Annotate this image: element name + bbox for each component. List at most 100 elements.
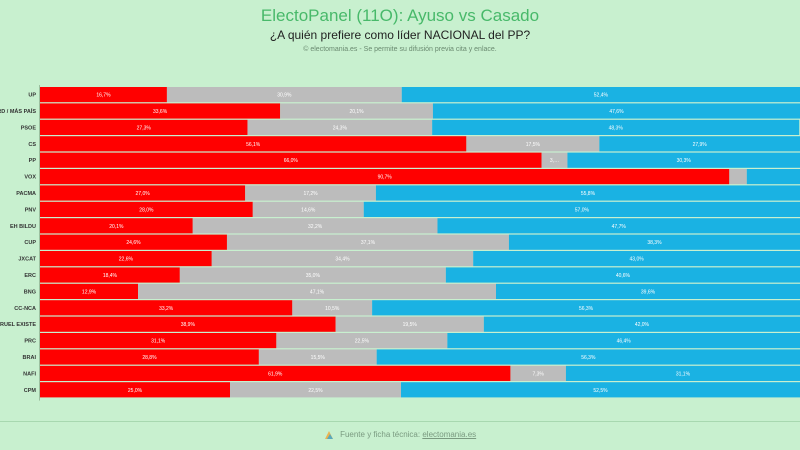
bar-segment xyxy=(40,152,542,168)
bar-segment xyxy=(258,349,377,365)
data-label: 38,3% xyxy=(647,240,662,246)
category-label: BRAI xyxy=(23,355,37,361)
data-label: 28,8% xyxy=(142,355,157,361)
data-label: 27,9% xyxy=(693,142,708,148)
category-label: CS xyxy=(28,142,36,148)
data-label: 40,6% xyxy=(616,273,631,279)
bar-segment xyxy=(40,251,212,267)
bar-segment xyxy=(40,119,248,135)
data-label: 28,0% xyxy=(139,207,154,213)
bar-segment xyxy=(252,201,364,217)
data-label: 38,9% xyxy=(181,322,196,328)
bar-segment xyxy=(567,152,800,168)
data-label: 10,5% xyxy=(325,306,340,312)
category-label: PRC xyxy=(24,339,36,345)
bar-segment xyxy=(375,185,800,201)
bar-segment xyxy=(729,169,747,185)
data-label: 25,0% xyxy=(128,388,143,394)
data-label: 33,2% xyxy=(159,306,174,312)
data-label: 3,… xyxy=(550,158,559,164)
footer: Fuente y ficha técnica: electomania.es xyxy=(0,430,800,440)
bar-segment xyxy=(401,87,800,103)
bar-segment xyxy=(245,185,376,201)
bar-segment xyxy=(466,136,600,152)
bar-segment xyxy=(376,349,800,365)
data-label: 35,0% xyxy=(306,273,321,279)
bar-segment xyxy=(247,119,433,135)
bar-segment xyxy=(40,234,227,250)
bar-segment xyxy=(192,218,438,234)
data-label: 19,5% xyxy=(403,322,418,328)
bar-segment xyxy=(473,251,800,267)
data-label: 22,6% xyxy=(119,257,134,263)
bar-segment xyxy=(179,267,446,283)
bar-segment xyxy=(40,218,193,234)
category-label: UP xyxy=(28,93,36,99)
data-label: 18,4% xyxy=(103,273,118,279)
data-label: 52,4% xyxy=(594,93,609,99)
bar-segment xyxy=(432,103,800,119)
data-label: 56,3% xyxy=(579,306,594,312)
data-label: 32,2% xyxy=(308,224,323,230)
data-label: 90,7% xyxy=(378,175,393,181)
data-label: 17,5% xyxy=(526,142,541,148)
category-label: CC-NCA xyxy=(14,306,36,312)
data-label: 43,0% xyxy=(630,257,645,263)
bar-segment xyxy=(40,169,730,185)
data-label: 17,2% xyxy=(303,191,318,197)
category-label: PSOE xyxy=(21,125,37,131)
bar-segment xyxy=(40,185,246,201)
data-label: 66,0% xyxy=(284,158,299,164)
data-label: 47,1% xyxy=(310,289,325,295)
bar-segment xyxy=(40,103,281,119)
bar-segment xyxy=(599,136,800,152)
data-label: 15,5% xyxy=(311,355,326,361)
data-label: 27,0% xyxy=(136,191,151,197)
chart-title: ElectoPanel (11O): Ayuso vs Casado xyxy=(260,6,540,25)
bar-segment xyxy=(437,218,800,234)
bar-segment xyxy=(138,283,497,299)
bar-segment xyxy=(372,300,800,316)
bar-segment xyxy=(40,365,511,381)
bar-segment xyxy=(40,300,293,316)
bar-segment xyxy=(292,300,373,316)
bar-segment xyxy=(40,87,167,103)
bar-segment xyxy=(166,87,402,103)
data-label: 14,6% xyxy=(301,207,316,213)
category-label: JXCAT xyxy=(18,257,36,263)
bar-segment xyxy=(280,103,433,119)
data-label: 31,1% xyxy=(151,339,166,345)
data-label: 52,5% xyxy=(593,388,608,394)
data-label: 7,3% xyxy=(532,371,544,377)
bar-segment xyxy=(401,382,800,398)
category-label: BNG xyxy=(24,289,36,295)
data-label: 55,8% xyxy=(581,191,596,197)
data-label: 56,3% xyxy=(581,355,596,361)
data-label: 57,0% xyxy=(575,207,590,213)
data-label: 61,9% xyxy=(268,371,283,377)
bar-segment xyxy=(230,382,401,398)
data-label: 22,5% xyxy=(308,388,323,394)
bar-segment xyxy=(510,365,566,381)
bar-segment xyxy=(432,119,800,135)
category-label: BRD / MÁS PAÍS xyxy=(0,107,36,115)
bar-segment xyxy=(508,234,800,250)
electomania-logo-icon xyxy=(324,430,334,440)
category-label: CPM xyxy=(24,388,37,394)
data-label: 46,4% xyxy=(617,339,632,345)
bar-segment xyxy=(40,201,253,217)
data-label: 47,7% xyxy=(612,224,627,230)
footer-source-link[interactable]: electomania.es xyxy=(422,430,477,440)
bar-segment xyxy=(40,283,139,299)
data-label: 24,6% xyxy=(126,240,141,246)
data-label: 22,5% xyxy=(355,339,370,345)
data-label: 31,1% xyxy=(676,371,691,377)
data-label: 12,9% xyxy=(82,289,97,295)
bar-segment xyxy=(40,349,259,365)
bar-segment xyxy=(40,267,180,283)
category-label: EH BILDU xyxy=(10,224,36,230)
category-label: TERUEL EXISTE xyxy=(0,322,36,328)
data-label: 30,3% xyxy=(677,158,692,164)
category-label: PACMA xyxy=(16,191,36,197)
